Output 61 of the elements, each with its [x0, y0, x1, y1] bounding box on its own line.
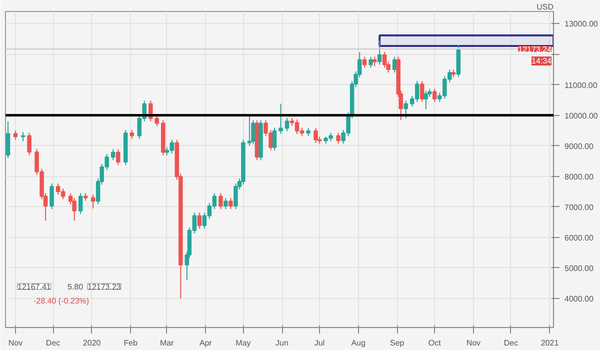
candlestick	[284, 118, 290, 132]
x-tick-label: Sep	[390, 338, 405, 348]
candlestick	[424, 90, 428, 110]
candlestick	[372, 56, 377, 67]
y-tick-label: 11000.00	[564, 80, 598, 90]
candlestick	[27, 132, 32, 156]
y-tick-label: 4000.00	[564, 294, 594, 304]
annotation: 14:34	[531, 56, 552, 66]
x-tick-label: Mar	[160, 338, 174, 348]
annotation: 12173.23	[88, 282, 122, 292]
candlestick	[272, 127, 277, 151]
x-tick-label: 2020	[82, 338, 102, 348]
x-tick-label: Dec	[504, 338, 518, 348]
candlestick	[234, 182, 238, 210]
x-tick-label: Feb	[124, 338, 138, 348]
candlestick	[251, 120, 256, 145]
y-tick-label: 13000.00	[564, 20, 598, 29]
y-tick-label: 8000.00	[564, 172, 594, 182]
candlestick	[368, 56, 373, 68]
x-tick-label: Aug	[351, 338, 366, 348]
candlestick	[13, 130, 18, 140]
annotation: 12167.41	[18, 282, 52, 292]
candlestick	[420, 80, 424, 102]
candlestick	[432, 88, 437, 102]
annotation: -28.40 (-0.23%)	[34, 296, 90, 306]
ref-line-label: 12173.24	[518, 44, 552, 54]
y-tick-label: 6000.00	[564, 233, 594, 242]
candlestick	[6, 120, 10, 159]
candlestick	[218, 192, 223, 210]
candlestick	[362, 56, 367, 68]
candlestick	[116, 148, 120, 166]
candlestick	[110, 148, 116, 161]
candlestick	[224, 198, 228, 210]
candlestick	[50, 182, 54, 210]
annotation: 5.80	[68, 282, 84, 292]
y-axis-title: USD	[536, 2, 554, 12]
candlestick	[382, 51, 387, 68]
candlestick	[377, 40, 382, 66]
y-tick-label: 5000.00	[564, 264, 594, 273]
candlestick	[154, 114, 160, 127]
candlestick	[336, 132, 340, 144]
candlestick	[90, 194, 96, 209]
x-tick-label: Apr	[199, 338, 212, 348]
candlestick	[404, 100, 408, 119]
x-tick-label: 2021	[540, 338, 560, 348]
candlestick	[247, 114, 252, 146]
x-tick-label: Jun	[276, 338, 288, 348]
x-tick-label: Oct	[428, 338, 442, 348]
candlestick	[278, 103, 283, 134]
candlestick	[314, 127, 318, 144]
x-tick-label: Nov	[8, 338, 23, 348]
y-tick-label: 9000.00	[564, 142, 594, 151]
x-tick-label: Dec	[46, 338, 60, 348]
candlestick	[78, 192, 83, 214]
candlestick	[228, 198, 233, 210]
y-tick-label: 10000.00	[564, 111, 598, 120]
y-tick-label: 7000.00	[564, 202, 594, 212]
x-tick-label: Jul	[314, 338, 325, 348]
candlestick	[197, 212, 202, 230]
x-tick-label: Nov	[466, 338, 481, 348]
x-tick-label: May	[236, 338, 251, 348]
